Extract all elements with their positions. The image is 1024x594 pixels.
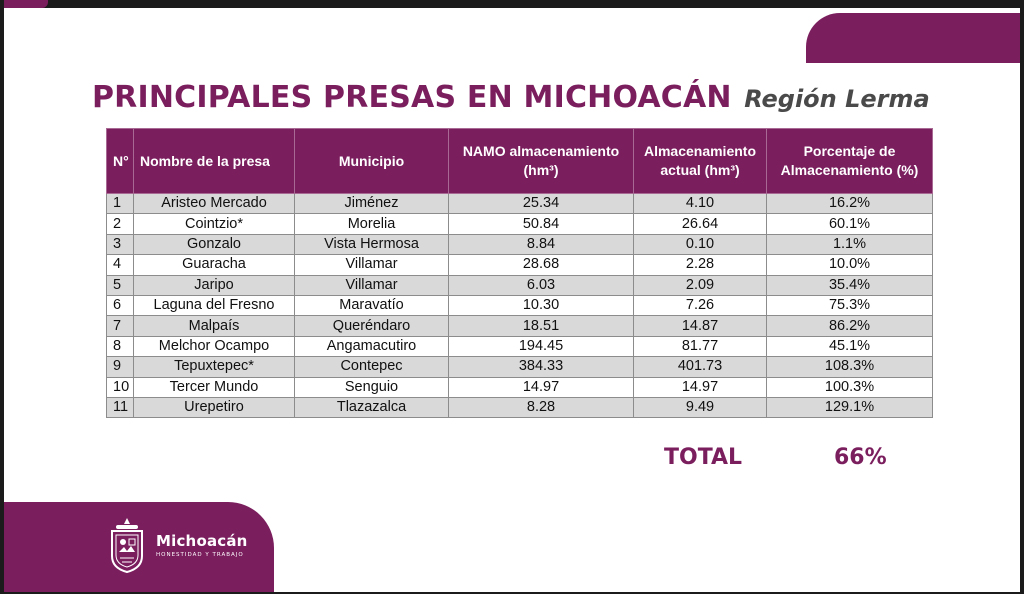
namo-storage: 14.97 <box>448 376 634 398</box>
table-row: 1 Aristeo Mercado Jiménez 25.34 4.10 16.2% <box>106 192 933 215</box>
municipality: Morelia <box>294 213 449 235</box>
table-header-row: N° Nombre de la presa Municipio NAMO alm… <box>106 128 933 194</box>
municipality: Senguio <box>294 376 449 398</box>
table-row: 9 Tepuxtepec* Contepec 384.33 401.73 108.3% <box>106 356 933 378</box>
namo-storage: 10.30 <box>448 294 634 317</box>
storage-percent: 129.1% <box>766 396 933 419</box>
current-storage: 0.10 <box>633 233 767 256</box>
table-row: 10 Tercer Mundo Senguio 14.97 14.97 100.3% <box>106 376 933 398</box>
namo-storage: 28.68 <box>448 254 634 276</box>
logo-tagline: HONESTIDAD Y TRABAJO <box>156 552 244 558</box>
current-storage: 9.49 <box>633 396 767 419</box>
table-row: 3 Gonzalo Vista Hermosa 8.84 0.10 1.1% <box>106 233 933 256</box>
namo-storage: 50.84 <box>448 213 634 235</box>
row-number: 11 <box>106 396 134 419</box>
dam-name: Jaripo <box>133 274 295 296</box>
dams-table: N° Nombre de la presa Municipio NAMO alm… <box>106 128 933 419</box>
namo-storage: 8.84 <box>448 233 634 256</box>
row-number: 6 <box>106 294 134 317</box>
table-row: 2 Cointzio* Morelia 50.84 26.64 60.1% <box>106 213 933 235</box>
dam-name: Tepuxtepec* <box>133 356 295 378</box>
row-number: 2 <box>106 213 134 235</box>
municipality: Villamar <box>294 274 449 296</box>
header-current-storage: Almacenamiento actual (hm³) <box>633 128 767 194</box>
municipality: Queréndaro <box>294 315 449 337</box>
table-row: 7 Malpaís Queréndaro 18.51 14.87 86.2% <box>106 315 933 337</box>
header-number: N° <box>106 128 134 194</box>
namo-storage: 194.45 <box>448 335 634 358</box>
header-namo-storage: NAMO almacenamiento (hm³) <box>448 128 634 194</box>
row-number: 4 <box>106 254 134 276</box>
top-right-decoration <box>806 13 1020 63</box>
row-number: 10 <box>106 376 134 398</box>
dam-name: Gonzalo <box>133 233 295 256</box>
current-storage: 2.28 <box>633 254 767 276</box>
table-row: 11 Urepetiro Tlazazalca 8.28 9.49 129.1% <box>106 396 933 419</box>
coat-of-arms-icon <box>111 518 143 574</box>
dam-name: Cointzio* <box>133 213 295 235</box>
municipality: Angamacutiro <box>294 335 449 358</box>
table-row: 5 Jaripo Villamar 6.03 2.09 35.4% <box>106 274 933 296</box>
bottom-left-decoration <box>4 502 274 592</box>
storage-percent: 108.3% <box>766 356 933 378</box>
logo-name: Michoacán <box>156 532 248 550</box>
table-row: 4 Guaracha Villamar 28.68 2.28 10.0% <box>106 254 933 276</box>
storage-percent: 10.0% <box>766 254 933 276</box>
header-dam-name: Nombre de la presa <box>133 128 295 194</box>
page-subtitle: Región Lerma <box>744 85 930 113</box>
table-row: 6 Laguna del Fresno Maravatío 10.30 7.26 75.3… <box>106 294 933 317</box>
municipality: Villamar <box>294 254 449 276</box>
row-number: 7 <box>106 315 134 337</box>
storage-percent: 60.1% <box>766 213 933 235</box>
top-left-decoration <box>4 0 48 8</box>
current-storage: 7.26 <box>633 294 767 317</box>
dam-name: Tercer Mundo <box>133 376 295 398</box>
total-value: 66% <box>834 445 887 470</box>
storage-percent: 35.4% <box>766 274 933 296</box>
namo-storage: 6.03 <box>448 274 634 296</box>
dam-name: Laguna del Fresno <box>133 294 295 317</box>
namo-storage: 25.34 <box>448 192 634 215</box>
row-number: 9 <box>106 356 134 378</box>
dam-name: Guaracha <box>133 254 295 276</box>
municipality: Vista Hermosa <box>294 233 449 256</box>
municipality: Maravatío <box>294 294 449 317</box>
namo-storage: 18.51 <box>448 315 634 337</box>
namo-storage: 8.28 <box>448 396 634 419</box>
storage-percent: 16.2% <box>766 192 933 215</box>
header-municipality: Municipio <box>294 128 449 194</box>
municipality: Jiménez <box>294 192 449 215</box>
dam-name: Melchor Ocampo <box>133 335 295 358</box>
storage-percent: 1.1% <box>766 233 933 256</box>
dam-name: Malpaís <box>133 315 295 337</box>
page-title: PRINCIPALES PRESAS EN MICHOACÁN <box>92 80 732 115</box>
current-storage: 14.87 <box>633 315 767 337</box>
table-row: 8 Melchor Ocampo Angamacutiro 194.45 81.77 45… <box>106 335 933 358</box>
storage-percent: 45.1% <box>766 335 933 358</box>
municipality: Contepec <box>294 356 449 378</box>
current-storage: 4.10 <box>633 192 767 215</box>
storage-percent: 100.3% <box>766 376 933 398</box>
current-storage: 401.73 <box>633 356 767 378</box>
row-number: 5 <box>106 274 134 296</box>
row-number: 8 <box>106 335 134 358</box>
current-storage: 81.77 <box>633 335 767 358</box>
dam-name: Urepetiro <box>133 396 295 419</box>
namo-storage: 384.33 <box>448 356 634 378</box>
municipality: Tlazazalca <box>294 396 449 419</box>
header-storage-percent: Porcentaje de Almacenamiento (%) <box>766 128 933 194</box>
michoacan-logo: Michoacán HONESTIDAD Y TRABAJO <box>108 516 248 574</box>
current-storage: 2.09 <box>633 274 767 296</box>
total-label: TOTAL <box>664 445 743 470</box>
row-number: 1 <box>106 192 134 215</box>
current-storage: 14.97 <box>633 376 767 398</box>
dam-name: Aristeo Mercado <box>133 192 295 215</box>
title-row: PRINCIPALES PRESAS EN MICHOACÁN Región L… <box>92 80 972 115</box>
current-storage: 26.64 <box>633 213 767 235</box>
storage-percent: 75.3% <box>766 294 933 317</box>
logo-text: Michoacán HONESTIDAD Y TRABAJO <box>156 532 248 558</box>
storage-percent: 86.2% <box>766 315 933 337</box>
row-number: 3 <box>106 233 134 256</box>
